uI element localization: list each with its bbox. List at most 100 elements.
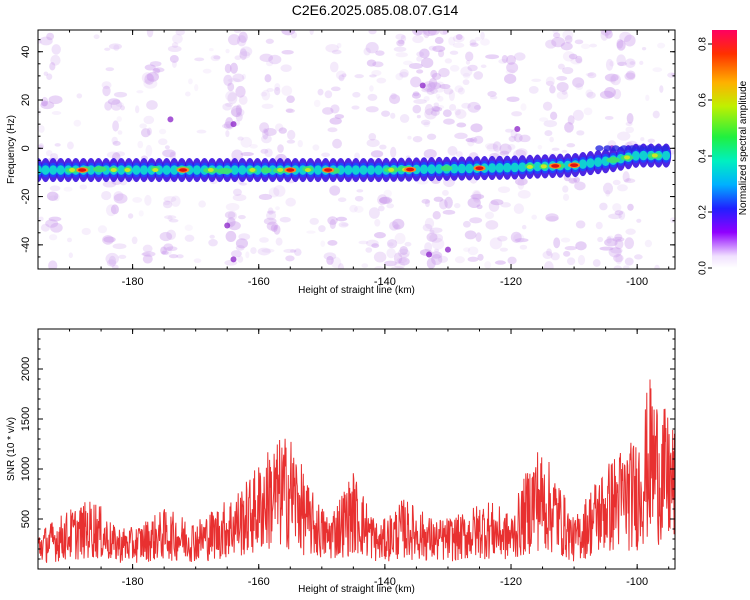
noise-blob — [277, 144, 284, 153]
noise-blob — [480, 31, 485, 40]
y-tick-label: 500 — [20, 510, 32, 528]
noise-blob — [408, 63, 423, 69]
noise-blob — [624, 178, 636, 184]
noise-blob — [455, 109, 467, 119]
band-core — [132, 165, 141, 175]
noise-blob — [159, 231, 173, 242]
noise-blob — [625, 177, 632, 182]
noise-blob — [146, 127, 152, 136]
noise-blob — [473, 135, 484, 144]
noise-blob — [154, 68, 160, 76]
noise-blob — [430, 69, 438, 78]
noise-blob — [351, 105, 360, 110]
noise-blob — [412, 91, 420, 97]
noise-blob — [517, 189, 531, 199]
noise-blob — [425, 83, 432, 91]
noise-blob — [407, 135, 412, 140]
noise-blob — [391, 266, 405, 269]
noise-blob — [354, 195, 364, 202]
noise-blob — [370, 150, 384, 158]
noise-blob — [489, 237, 503, 250]
band-yellow — [277, 168, 284, 173]
noise-blob — [169, 151, 176, 161]
band-core — [503, 162, 512, 173]
noise-blob — [49, 185, 61, 192]
noise-blob — [462, 220, 471, 228]
band-core — [435, 164, 444, 174]
noise-blob — [572, 77, 585, 88]
band-core — [631, 150, 640, 161]
noise-blob — [477, 253, 484, 261]
noise-blob — [312, 144, 320, 151]
noise-blob — [390, 112, 396, 119]
noise-blob — [170, 195, 181, 207]
band-spread — [595, 145, 604, 152]
band-peak-red — [78, 168, 87, 172]
noise-blob — [511, 111, 523, 117]
noise-blob — [371, 243, 380, 248]
noise-blob — [268, 187, 280, 198]
y-tick-label: 2000 — [20, 357, 32, 381]
band-yellow — [624, 155, 631, 160]
noise-blob — [439, 30, 448, 36]
noise-blob — [106, 259, 117, 267]
noise-blob — [562, 193, 570, 201]
noise-blob — [48, 95, 63, 105]
band-core — [238, 165, 247, 175]
noise-blob — [245, 251, 250, 259]
noise-blob — [225, 230, 237, 242]
noise-blob — [497, 235, 508, 242]
noise-blob — [225, 102, 234, 107]
noise-blob — [546, 215, 559, 222]
noise-blob — [227, 92, 238, 105]
noise-blob — [410, 76, 422, 88]
noise-blob — [330, 104, 340, 114]
noise-blob — [224, 63, 232, 74]
noise-blob — [259, 122, 270, 133]
noise-blob — [238, 31, 248, 43]
noise-blob — [225, 130, 230, 138]
noise-blob — [104, 47, 111, 51]
noise-blob — [286, 95, 295, 104]
noise-blob — [622, 265, 630, 269]
noise-blob — [234, 55, 242, 61]
noise-blob — [462, 72, 471, 79]
noise-blob — [379, 196, 393, 205]
noise-blob — [545, 76, 555, 87]
noise-blob — [613, 254, 624, 263]
noise-blob — [422, 81, 436, 92]
noise-blob — [327, 239, 338, 246]
band-core — [162, 165, 171, 175]
noise-blob — [562, 51, 575, 62]
band-core — [419, 164, 428, 175]
noise-blob — [261, 134, 272, 144]
y-tick-label: 1000 — [20, 457, 32, 481]
noise-blob — [485, 220, 499, 230]
x-tick-label: -140 — [374, 576, 396, 588]
band-core — [314, 165, 323, 175]
noise-blob — [442, 189, 449, 196]
noise-blob — [368, 133, 377, 141]
noise-blob — [562, 30, 574, 40]
noise-blob — [213, 55, 221, 60]
noise-blob — [264, 74, 272, 83]
x-tick-label: -140 — [374, 276, 396, 288]
noise-blob — [394, 261, 406, 269]
band-core — [56, 165, 65, 175]
noise-blob — [469, 137, 478, 143]
noise-blob — [499, 247, 508, 252]
noise-blob — [395, 33, 406, 40]
noise-blob — [337, 197, 347, 203]
band-yellow — [388, 167, 395, 172]
noise-blob — [531, 214, 538, 220]
noise-blob — [614, 233, 623, 241]
noise-blob — [599, 246, 614, 251]
noise-blob — [480, 64, 487, 69]
noise-blob — [515, 148, 528, 157]
noise-blob — [420, 57, 434, 68]
noise-blob — [412, 135, 423, 143]
noise-blob — [617, 61, 627, 66]
noise-blob — [235, 85, 246, 98]
noise-blob — [399, 252, 410, 258]
noise-blob — [396, 257, 407, 264]
